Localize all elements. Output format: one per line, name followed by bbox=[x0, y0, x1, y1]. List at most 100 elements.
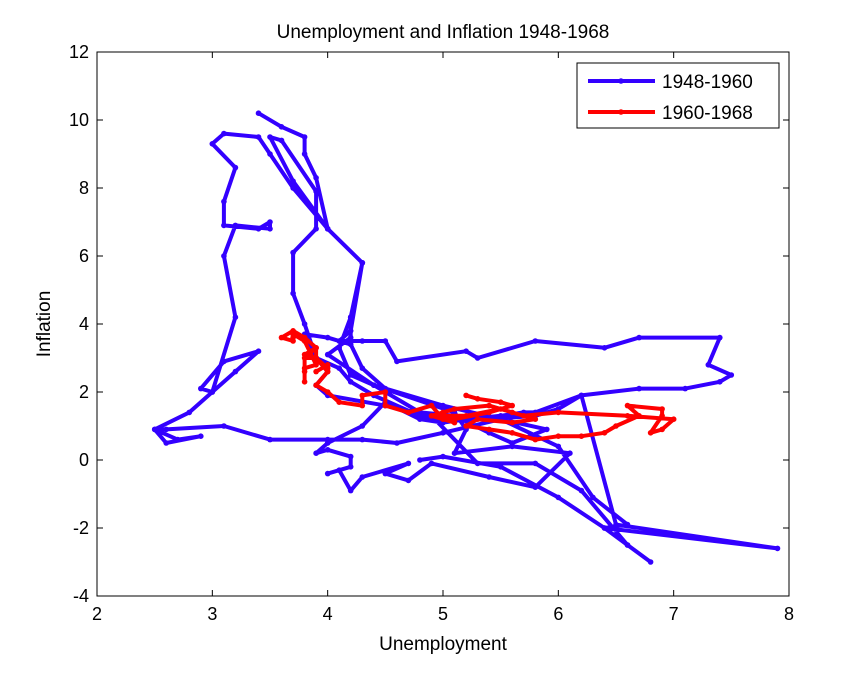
data-point-1948-1960 bbox=[221, 423, 227, 429]
data-point-1960-1968 bbox=[613, 423, 619, 429]
data-point-1948-1960 bbox=[359, 436, 366, 443]
x-tick-label: 5 bbox=[438, 604, 448, 624]
data-point-1948-1960 bbox=[405, 477, 412, 484]
data-point-1960-1968 bbox=[301, 351, 308, 358]
data-point-1960-1968 bbox=[486, 402, 492, 409]
plot-area bbox=[96, 51, 790, 597]
data-point-1948-1960 bbox=[186, 409, 193, 416]
data-point-1948-1960 bbox=[474, 355, 481, 361]
data-point-1948-1960 bbox=[717, 334, 723, 341]
data-point-1948-1960 bbox=[728, 372, 735, 378]
data-point-1948-1960 bbox=[267, 436, 273, 443]
data-point-1948-1960 bbox=[486, 474, 492, 480]
data-point-1948-1960 bbox=[221, 198, 227, 205]
data-point-1960-1968 bbox=[428, 413, 435, 419]
data-point-1948-1960 bbox=[267, 151, 273, 157]
data-point-1948-1960 bbox=[232, 222, 239, 229]
legend-marker-1960-1968 bbox=[618, 109, 624, 115]
data-point-1948-1960 bbox=[221, 222, 227, 229]
data-point-1960-1968 bbox=[440, 416, 446, 423]
data-point-1948-1960 bbox=[417, 457, 423, 463]
data-point-1960-1968 bbox=[624, 402, 631, 409]
data-point-1960-1968 bbox=[451, 419, 458, 426]
legend-box bbox=[576, 62, 780, 129]
data-point-1948-1960 bbox=[636, 385, 642, 392]
data-point-1960-1968 bbox=[301, 379, 308, 385]
data-point-1960-1968 bbox=[520, 413, 527, 419]
data-point-1948-1960 bbox=[221, 358, 227, 365]
data-point-1960-1968 bbox=[486, 409, 492, 416]
data-point-1948-1960 bbox=[394, 440, 400, 446]
data-point-1948-1960 bbox=[347, 464, 354, 470]
data-point-1948-1960 bbox=[347, 487, 354, 494]
data-point-1948-1960 bbox=[590, 494, 596, 501]
data-point-1960-1968 bbox=[601, 430, 608, 436]
data-point-1948-1960 bbox=[601, 345, 608, 351]
data-point-1960-1968 bbox=[359, 402, 366, 409]
data-point-1948-1960 bbox=[174, 436, 181, 443]
data-point-1948-1960 bbox=[532, 338, 539, 344]
data-point-1948-1960 bbox=[428, 460, 435, 467]
data-point-1948-1960 bbox=[440, 430, 446, 436]
x-tick-label: 7 bbox=[669, 604, 679, 624]
data-point-1960-1968 bbox=[497, 399, 504, 406]
data-point-1960-1968 bbox=[624, 413, 631, 419]
data-point-1960-1968 bbox=[301, 334, 308, 341]
data-point-1948-1960 bbox=[497, 464, 504, 470]
data-point-1960-1968 bbox=[382, 389, 389, 395]
data-point-1960-1968 bbox=[463, 423, 469, 429]
data-point-1948-1960 bbox=[717, 379, 723, 385]
data-point-1948-1960 bbox=[290, 290, 296, 297]
data-point-1948-1960 bbox=[359, 423, 366, 429]
data-point-1960-1968 bbox=[313, 355, 319, 361]
data-point-1948-1960 bbox=[509, 443, 515, 450]
data-point-1948-1960 bbox=[682, 385, 688, 392]
data-point-1948-1960 bbox=[313, 188, 319, 195]
y-tick-label: 0 bbox=[79, 450, 89, 470]
data-point-1948-1960 bbox=[394, 358, 400, 365]
data-point-1960-1968 bbox=[497, 406, 504, 412]
data-point-1948-1960 bbox=[405, 460, 412, 467]
data-point-1948-1960 bbox=[463, 348, 469, 355]
data-point-1948-1960 bbox=[359, 474, 366, 480]
x-tick-label: 2 bbox=[92, 604, 102, 624]
data-point-1948-1960 bbox=[347, 328, 354, 334]
data-point-1960-1968 bbox=[509, 402, 515, 409]
data-point-1948-1960 bbox=[347, 379, 354, 385]
data-point-1948-1960 bbox=[532, 460, 539, 467]
data-point-1960-1968 bbox=[313, 345, 319, 351]
data-point-1960-1968 bbox=[359, 392, 366, 399]
data-point-1948-1960 bbox=[336, 338, 343, 344]
legend-label-1948-1960: 1948-1960 bbox=[662, 72, 753, 93]
data-point-1948-1960 bbox=[301, 134, 308, 140]
data-point-1948-1960 bbox=[347, 453, 354, 460]
data-point-1948-1960 bbox=[198, 433, 204, 440]
data-point-1960-1968 bbox=[670, 416, 677, 423]
data-point-1960-1968 bbox=[301, 365, 308, 372]
data-point-1960-1968 bbox=[278, 334, 285, 341]
data-point-1948-1960 bbox=[371, 382, 377, 389]
data-point-1948-1960 bbox=[544, 426, 550, 433]
data-point-1948-1960 bbox=[267, 134, 273, 140]
tick-layer: 2 3 4 5 6 7 8 -4 -2 0 2 4 6 8 10 12 bbox=[69, 42, 794, 624]
legend-marker-1948-1960 bbox=[618, 78, 624, 84]
series-layer bbox=[151, 110, 781, 565]
data-point-1948-1960 bbox=[359, 365, 366, 372]
data-point-1948-1960 bbox=[347, 334, 354, 341]
data-point-1948-1960 bbox=[555, 494, 562, 501]
data-point-1960-1968 bbox=[532, 436, 539, 443]
y-axis-title: Inflation bbox=[34, 291, 55, 358]
data-point-1960-1968 bbox=[636, 413, 642, 419]
y-tick-label: -2 bbox=[73, 518, 89, 538]
data-point-1948-1960 bbox=[324, 334, 331, 341]
data-point-1948-1960 bbox=[278, 124, 285, 130]
y-tick-label: 4 bbox=[79, 314, 89, 334]
data-point-1948-1960 bbox=[347, 372, 354, 378]
data-point-1948-1960 bbox=[336, 467, 343, 474]
data-point-1948-1960 bbox=[636, 334, 642, 341]
y-tick-label: -4 bbox=[73, 586, 89, 606]
data-point-1960-1968 bbox=[509, 430, 515, 436]
data-point-1960-1968 bbox=[451, 406, 458, 412]
data-point-1948-1960 bbox=[440, 402, 446, 409]
data-point-1948-1960 bbox=[451, 450, 458, 457]
